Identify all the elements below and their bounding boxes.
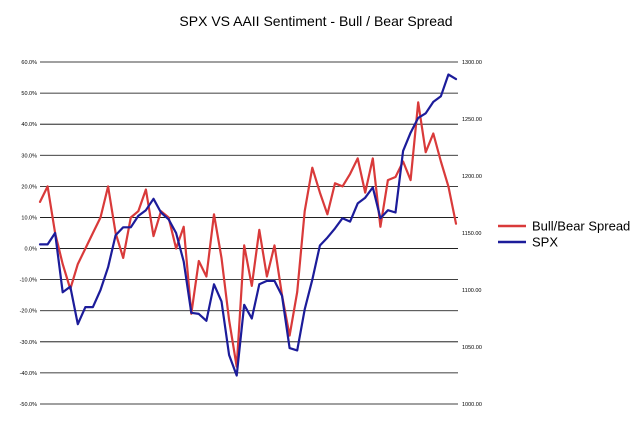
legend-label-bull-bear-spread: Bull/Bear Spread: [532, 219, 630, 234]
left-tick-label: -50.0%: [20, 402, 38, 408]
left-tick-label: -30.0%: [20, 340, 38, 346]
right-tick-label: 1250.00: [462, 117, 482, 123]
right-tick-label: 1300.00: [462, 60, 482, 66]
right-tick-label: 1000.00: [462, 402, 482, 408]
left-tick-label: 50.0%: [21, 91, 37, 97]
chart-title: SPX VS AAII Sentiment - Bull / Bear Spre…: [179, 13, 452, 29]
right-axis: 1300.00 1250.00 1200.00 1150.00 1100.00 1050.…: [462, 60, 482, 408]
left-tick-label: 0.0%: [24, 247, 37, 253]
left-tick-label: -40.0%: [20, 371, 38, 377]
right-tick-label: 1050.00: [462, 345, 482, 351]
right-tick-label: 1100.00: [462, 288, 481, 294]
series-line-spx: [38, 73, 458, 377]
left-tick-label: 20.0%: [21, 184, 37, 190]
left-tick-label: -10.0%: [20, 278, 38, 284]
left-tick-label: 40.0%: [21, 122, 37, 128]
left-tick-label: 10.0%: [21, 215, 37, 221]
left-tick-label: 30.0%: [21, 153, 37, 159]
series-line-bull-bear-spread: [38, 101, 458, 368]
left-tick-label: 60.0%: [21, 60, 37, 66]
grid: [40, 61, 458, 405]
series-layer: [38, 73, 458, 377]
right-tick-label: 1150.00: [462, 231, 481, 237]
left-axis: 60.0% 50.0% 40.0% 30.0% 20.0% 10.0% 0.0% -10.0%…: [20, 60, 38, 408]
legend-label-spx: SPX: [532, 235, 558, 250]
right-tick-label: 1200.00: [462, 174, 482, 180]
left-tick-label: -20.0%: [20, 309, 38, 315]
